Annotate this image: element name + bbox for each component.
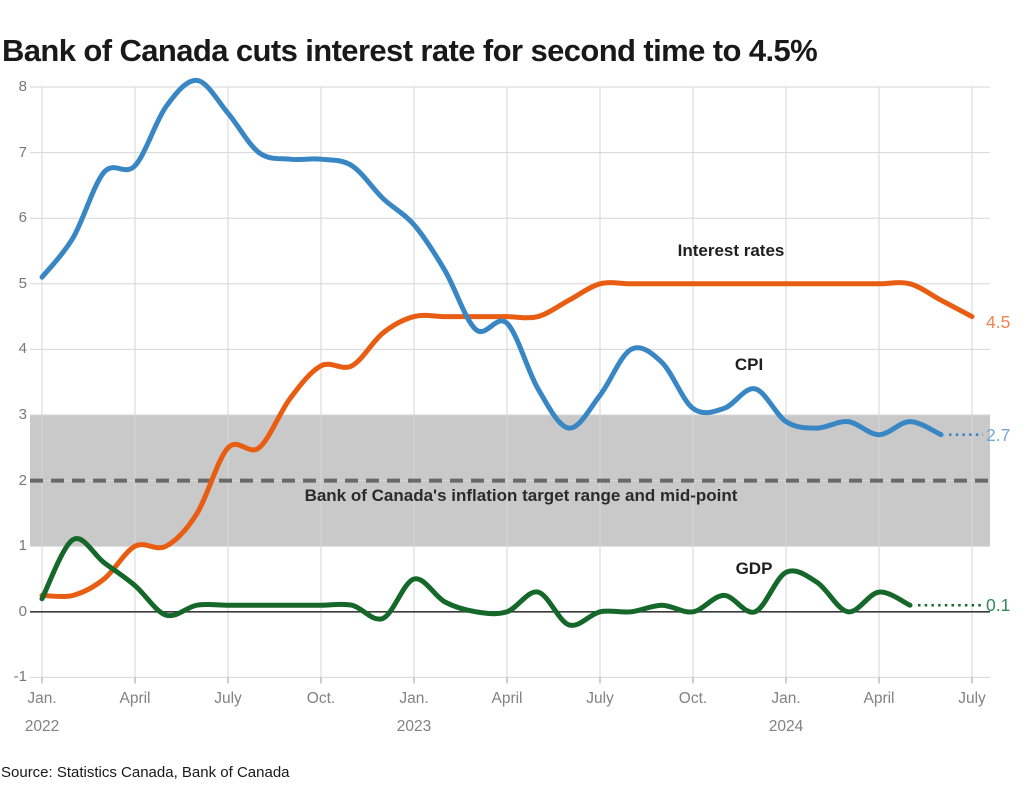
- x-tick-label: Oct.: [678, 690, 708, 707]
- x-tick-label: Jan.: [27, 690, 57, 707]
- y-tick-label: 8: [18, 78, 27, 95]
- x-tick-label: Jan.: [771, 690, 801, 707]
- series-label-interest-rates: Interest rates: [677, 241, 785, 260]
- series-label-gdp: GDP: [735, 559, 773, 578]
- end-value-gdp: 0.1: [986, 595, 1011, 615]
- x-tick-label: July: [958, 690, 986, 707]
- chart-title: Bank of Canada cuts interest rate for se…: [2, 32, 818, 68]
- y-tick-label: 6: [18, 209, 27, 227]
- x-tick-label: April: [491, 690, 523, 707]
- y-tick-label: 4: [18, 340, 27, 358]
- x-tick-label: July: [214, 690, 242, 707]
- x-tick-year-label: 2024: [768, 718, 804, 735]
- series-line-interest-rates: [39, 280, 975, 600]
- y-tick-label: 7: [18, 143, 27, 161]
- x-tick-label: Oct.: [306, 690, 336, 707]
- end-value-cpi: 2.7: [986, 425, 1011, 445]
- source-note: Source: Statistics Canada, Bank of Canad…: [1, 764, 290, 781]
- y-tick-label: -1: [13, 668, 27, 686]
- x-tick-label: Jan.: [399, 690, 429, 707]
- x-tick-label: July: [586, 690, 614, 707]
- end-value-interest-rates: 4.5: [986, 312, 1011, 332]
- y-tick-label: 3: [18, 406, 27, 423]
- x-tick-year-label: 2023: [396, 718, 432, 735]
- y-tick-label: 1: [18, 537, 27, 555]
- series-label-cpi: CPI: [734, 355, 764, 374]
- x-tick-label: April: [119, 690, 151, 707]
- series-line-cpi: [39, 77, 944, 438]
- y-tick-label: 2: [18, 471, 27, 489]
- series-line-gdp: [39, 536, 913, 628]
- inflation-target-band-label: Bank of Canada's inflation target range …: [304, 486, 738, 505]
- y-tick-label: 5: [18, 274, 27, 292]
- x-tick-year-label: 2022: [24, 718, 60, 735]
- y-tick-label: 0: [18, 602, 27, 620]
- x-tick-label: April: [863, 690, 895, 707]
